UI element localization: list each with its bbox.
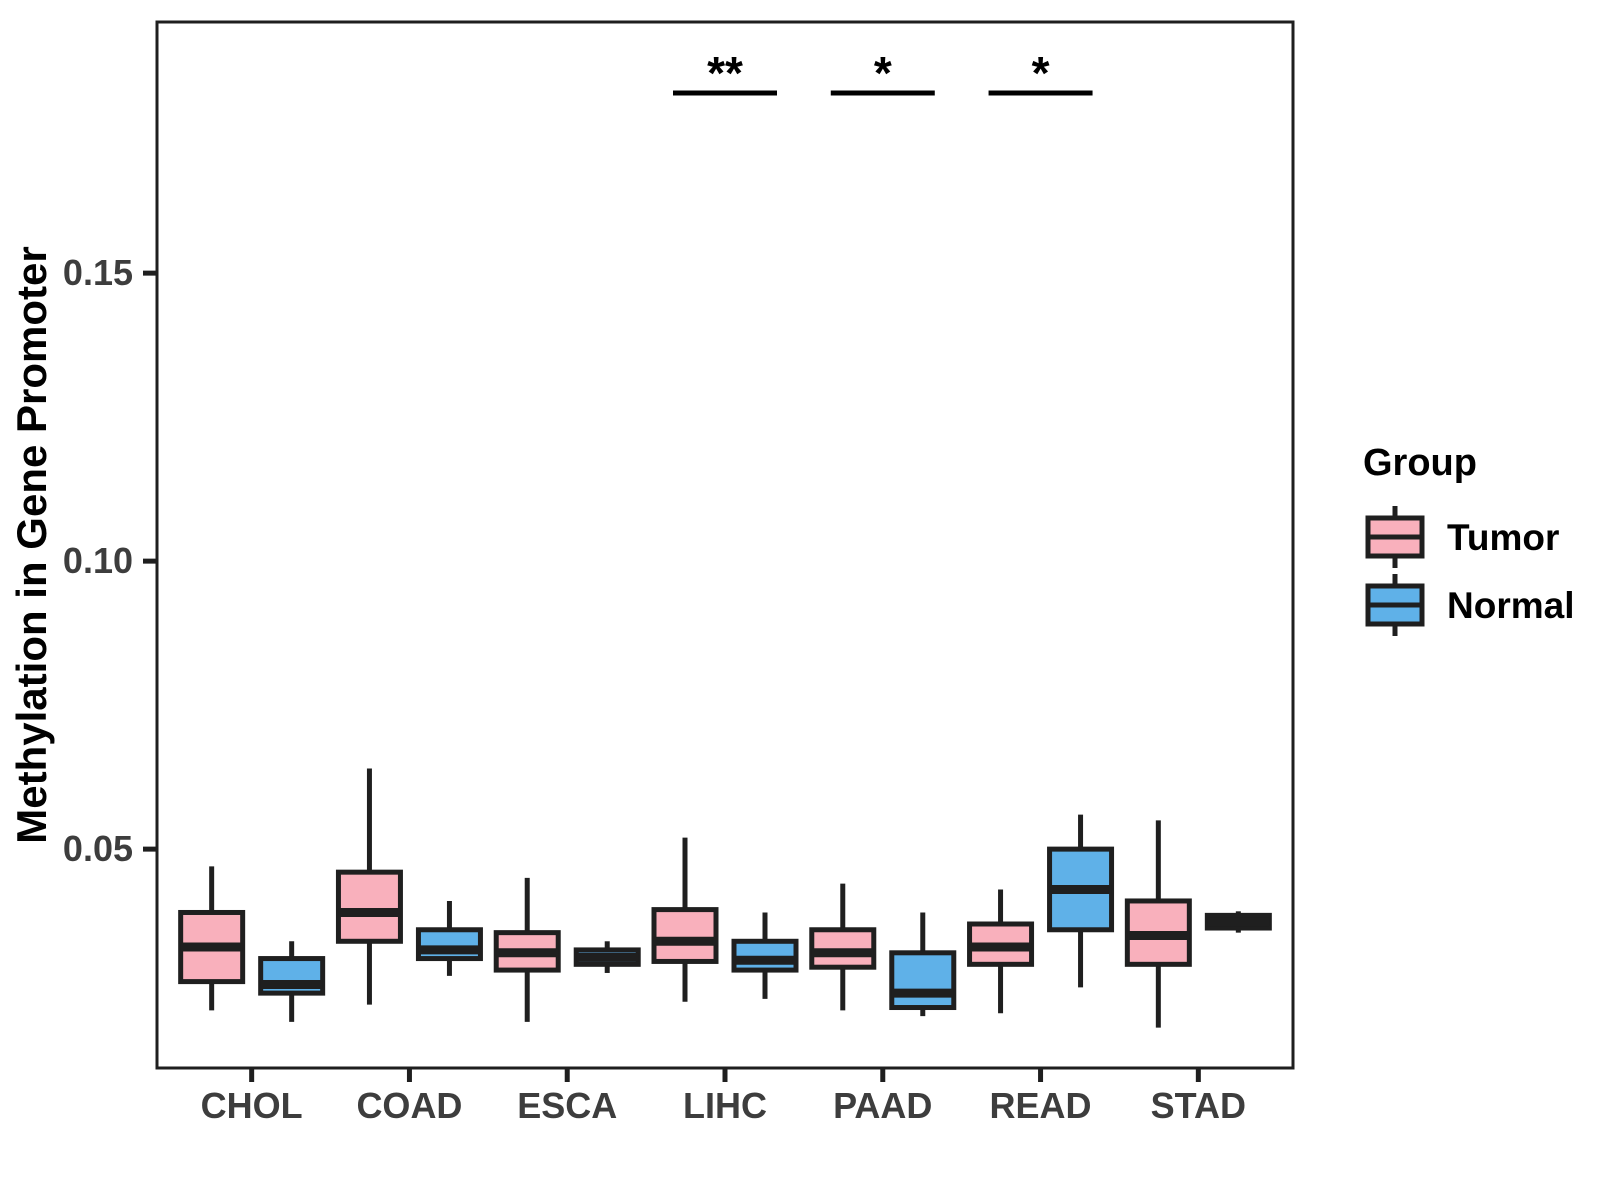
panel-border xyxy=(155,20,1295,1070)
legend-title: Group xyxy=(1363,442,1477,484)
boxplot-box xyxy=(731,938,799,973)
y-tick-label: 0.05 xyxy=(63,828,133,869)
x-tick-label: CHOL xyxy=(201,1085,303,1126)
x-tick-label: ESCA xyxy=(517,1085,617,1126)
x-tick-label: PAAD xyxy=(833,1085,932,1126)
legend-label-normal: Normal xyxy=(1447,585,1574,626)
boxplot-STAD-Tumor xyxy=(1124,820,1192,1028)
x-tick-label: LIHC xyxy=(683,1085,767,1126)
legend-key-tumor xyxy=(1365,506,1425,568)
y-axis-title: Methylation in Gene Promoter xyxy=(8,246,55,843)
boxplot-COAD-Tumor xyxy=(335,768,403,1005)
legend-label-tumor: Tumor xyxy=(1447,517,1559,558)
boxplot-READ-Tumor xyxy=(967,889,1035,1014)
boxplot-PAAD-Tumor xyxy=(809,883,877,1011)
x-tick-label: STAD xyxy=(1151,1085,1246,1126)
x-tick-label: COAD xyxy=(356,1085,462,1126)
boxplot-box xyxy=(651,907,719,964)
sig-label: ** xyxy=(707,47,743,99)
boxplot-box xyxy=(889,950,957,1011)
y-tick-label: 0.10 xyxy=(63,540,133,581)
boxplot-box xyxy=(335,869,403,944)
y-tick-label: 0.15 xyxy=(63,252,133,293)
legend-key-normal xyxy=(1365,574,1425,636)
boxplot-STAD-Normal xyxy=(1204,911,1272,933)
boxplot-COAD-Normal xyxy=(415,900,483,976)
boxplot-CHOL-Tumor xyxy=(178,866,246,1011)
boxplot-ESCA-Normal xyxy=(573,941,641,973)
sig-label: * xyxy=(1032,47,1050,99)
boxplot-ESCA-Tumor xyxy=(493,877,561,1022)
boxplot-CHOL-Normal xyxy=(258,941,326,1022)
sig-label: * xyxy=(874,47,892,99)
boxplot-PAAD-Normal xyxy=(889,912,957,1017)
boxplot-LIHC-Tumor xyxy=(651,837,719,1002)
boxplot-READ-Normal xyxy=(1047,814,1115,988)
x-tick-label: READ xyxy=(990,1085,1092,1126)
boxplot-LIHC-Normal xyxy=(731,912,799,999)
